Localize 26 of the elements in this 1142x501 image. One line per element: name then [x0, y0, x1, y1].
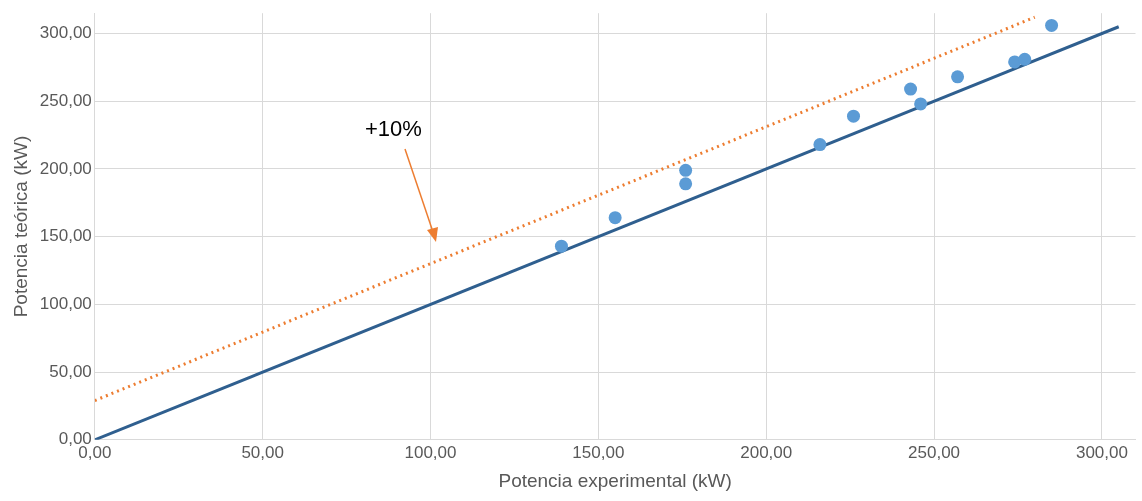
- point: [679, 177, 693, 191]
- x-tick-label: 250,00: [908, 442, 961, 462]
- point: [904, 82, 918, 96]
- y-tick-label: 50,00: [49, 361, 92, 381]
- y-tick-label: 150,00: [39, 226, 92, 246]
- point: [914, 97, 928, 111]
- y-tick-label: 200,00: [39, 158, 92, 178]
- y-tick-label: 250,00: [39, 90, 92, 110]
- point: [608, 211, 622, 225]
- point: [1045, 18, 1059, 32]
- point: [1018, 52, 1032, 66]
- point: [679, 163, 693, 177]
- y-tick-label: 100,00: [39, 294, 92, 314]
- y-axis-title: Potencia teórica (kW): [9, 135, 31, 318]
- point: [951, 70, 965, 84]
- x-axis-title: Potencia experimental (kW): [498, 469, 732, 491]
- x-tick-label: 150,00: [572, 442, 625, 462]
- x-tick-label: 50,00: [241, 442, 284, 462]
- annotation: +10%: [365, 116, 422, 142]
- x-tick-label: 200,00: [740, 442, 793, 462]
- x-tick-label: 100,00: [404, 442, 457, 462]
- point: [847, 109, 860, 123]
- point: [554, 239, 568, 253]
- y-tick-label: 300,00: [39, 23, 92, 43]
- x-tick-label: 300,00: [1075, 442, 1128, 462]
- point: [813, 138, 827, 152]
